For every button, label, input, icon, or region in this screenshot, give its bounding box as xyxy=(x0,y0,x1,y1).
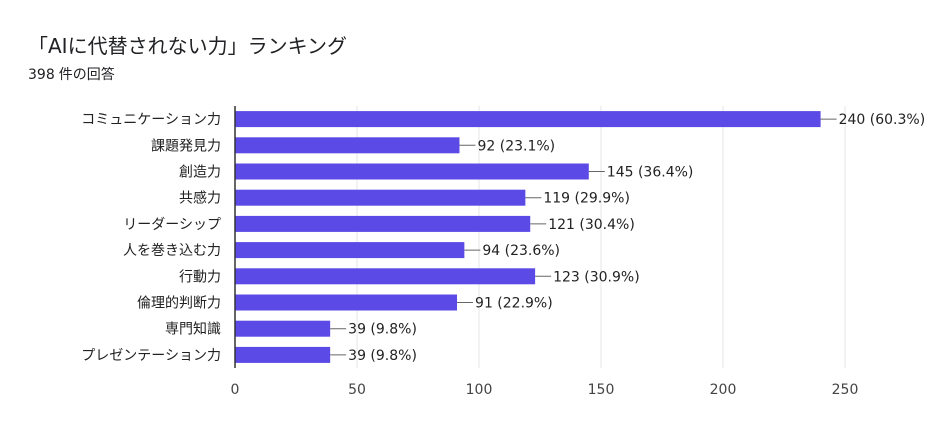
response-count-number: 398 xyxy=(28,67,55,83)
category-label: 専門知識 xyxy=(165,321,221,338)
value-label: 119 (29.9%) xyxy=(543,191,630,207)
category-label: 行動力 xyxy=(179,269,221,285)
bar xyxy=(235,242,465,259)
category-label: 倫理的判断力 xyxy=(137,296,221,312)
category-label: 共感力 xyxy=(179,190,221,207)
category-label: 創造力 xyxy=(179,165,221,181)
labels: 0 50 100 150 200 250 240 (60.3%) コミュニケーション力 92 (… xyxy=(81,112,925,398)
value-label: 91 (22.9%) xyxy=(475,296,553,312)
x-tick-label: 200 xyxy=(710,382,737,398)
x-tick-label: 100 xyxy=(466,382,493,398)
bar xyxy=(235,111,821,128)
category-label: プレゼンテーション力 xyxy=(81,348,221,364)
bars xyxy=(235,111,837,363)
bar xyxy=(235,163,589,180)
x-tick-label: 250 xyxy=(832,382,859,398)
category-label: 人を巻き込む力 xyxy=(123,243,221,259)
value-label: 123 (30.9%) xyxy=(553,269,640,285)
bar xyxy=(235,294,458,311)
bar xyxy=(235,346,331,363)
value-label: 94 (23.6%) xyxy=(482,243,560,259)
category-label: 課題発見力 xyxy=(151,138,221,154)
value-label: 39 (9.8%) xyxy=(348,322,417,338)
bar xyxy=(235,137,460,154)
x-tick-label: 50 xyxy=(348,382,366,398)
value-label: 92 (23.1%) xyxy=(477,138,555,154)
bar xyxy=(235,320,331,337)
value-label: 240 (60.3%) xyxy=(839,112,926,128)
x-tick-label: 0 xyxy=(231,382,240,398)
bar xyxy=(235,215,531,232)
value-label: 121 (30.4%) xyxy=(548,217,635,233)
chart-title: 「AIに代替されない力」ランキング xyxy=(28,34,347,58)
response-count: 398 件の回答 xyxy=(28,64,115,84)
value-label: 39 (9.8%) xyxy=(348,348,417,364)
category-label: コミュニケーション力 xyxy=(81,112,221,128)
x-tick-label: 150 xyxy=(588,382,615,398)
bar xyxy=(235,268,536,285)
value-label: 145 (36.4%) xyxy=(607,165,694,181)
bar xyxy=(235,189,526,206)
response-count-suffix: 件の回答 xyxy=(58,67,115,83)
category-label: リーダーシップ xyxy=(123,217,221,233)
